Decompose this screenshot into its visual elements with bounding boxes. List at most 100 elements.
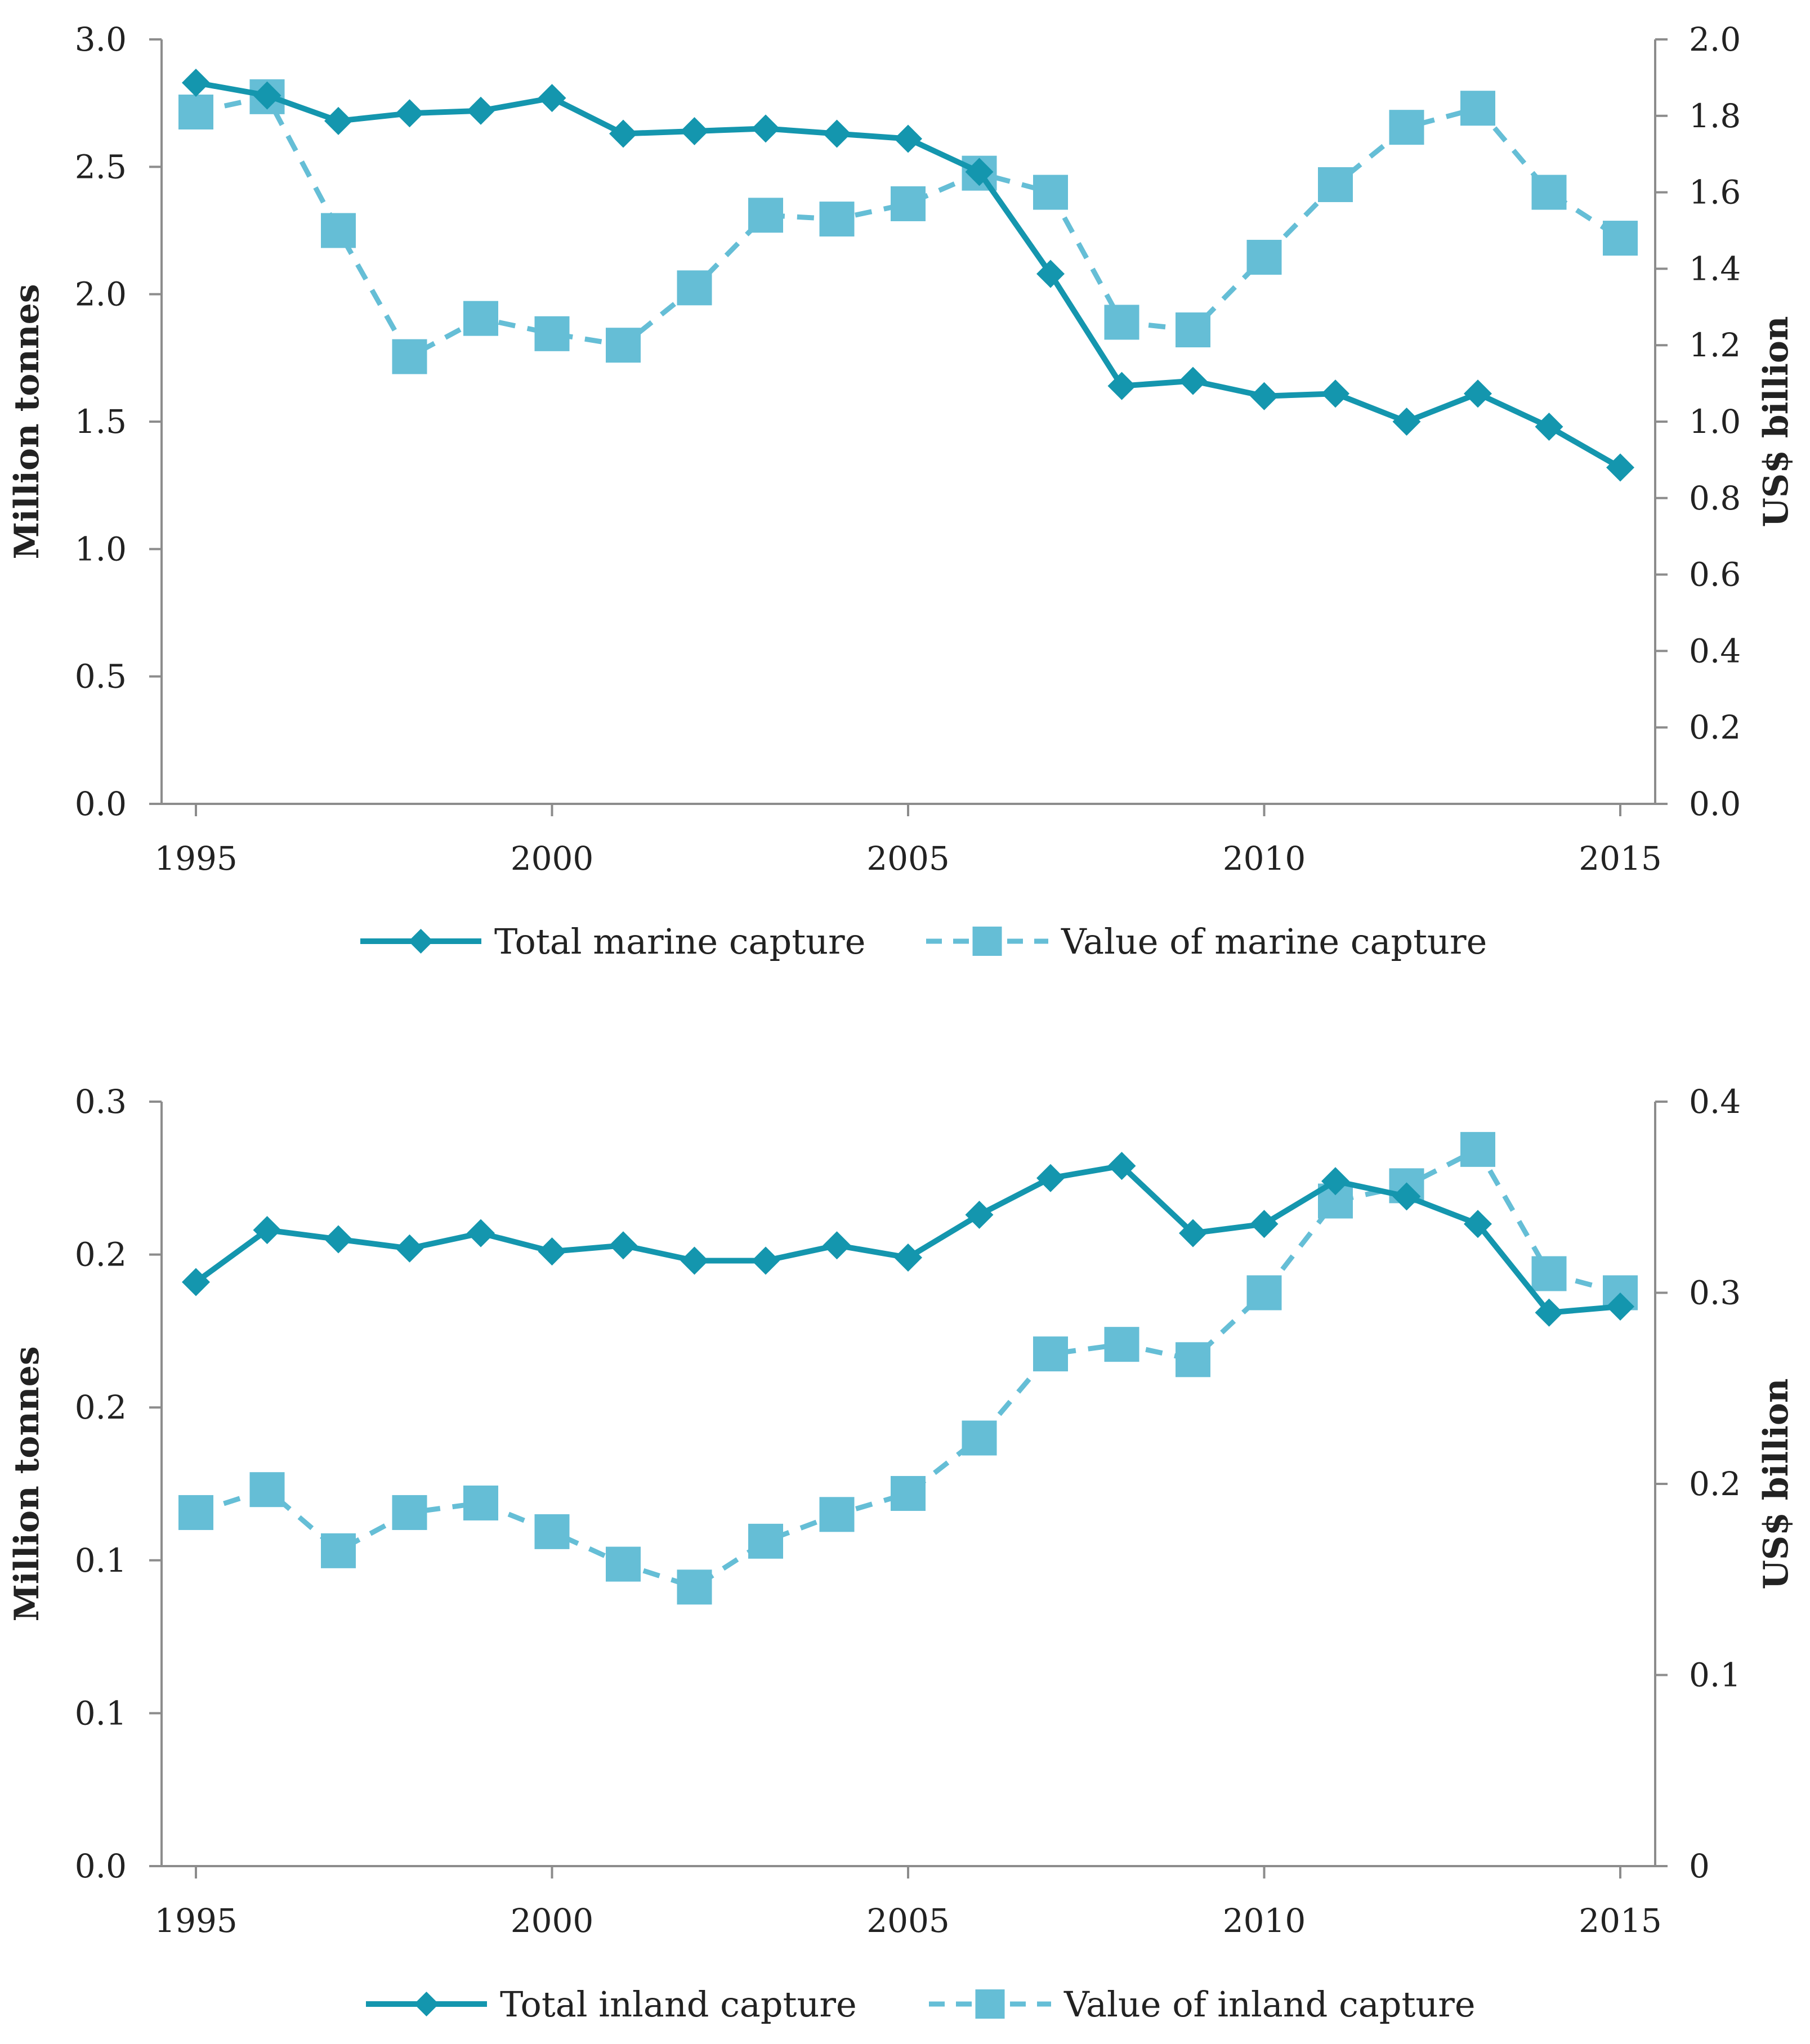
left-tick-label: 0.1	[75, 1541, 127, 1580]
tonnes-marker	[1535, 1298, 1563, 1327]
tonnes-marker	[1107, 1152, 1136, 1180]
value-marker	[392, 339, 427, 374]
tonnes-marker	[1321, 379, 1349, 408]
value-marker	[534, 1514, 570, 1549]
right-tick-label: 0.2	[1689, 708, 1741, 746]
value-marker	[677, 1569, 712, 1605]
tonnes-marker	[609, 119, 637, 148]
right-tick-label: 0	[1689, 1847, 1710, 1885]
left-tick-label: 0.2	[75, 1236, 127, 1274]
tonnes-marker	[894, 1244, 922, 1272]
value-marker	[1033, 1336, 1068, 1372]
value-marker	[1389, 110, 1424, 145]
legend-swatch-marker	[408, 929, 433, 954]
tonnes-marker	[1535, 413, 1563, 441]
y-axis-title-right: US$ billion	[1757, 316, 1796, 527]
left-tick-label: 0.5	[75, 658, 127, 696]
tonnes-marker	[823, 119, 851, 148]
value-marker	[1603, 221, 1638, 256]
left-tick-label: 0.3	[75, 1083, 127, 1121]
value-marker	[1246, 1275, 1282, 1311]
legend-swatch-marker	[414, 1992, 439, 2016]
x-tick-label: 2005	[866, 839, 950, 878]
tonnes-marker	[1036, 260, 1065, 288]
tonnes-marker	[1464, 379, 1492, 408]
tonnes-marker	[1464, 1210, 1492, 1238]
right-tick-label: 1.6	[1689, 173, 1741, 212]
left-tick-label: 0.1	[75, 1694, 127, 1732]
tonnes-marker	[680, 117, 709, 145]
value-marker	[1460, 91, 1495, 126]
right-tick-label: 0.3	[1689, 1274, 1741, 1312]
legend-item: Total inland capture	[366, 1984, 857, 2025]
series-tonnes	[182, 68, 1634, 482]
y-axis-title-right: US$ billion	[1757, 1378, 1796, 1589]
value-marker	[1104, 305, 1139, 340]
left-tick-label: 0.0	[75, 1847, 127, 1885]
value-marker	[1104, 1327, 1139, 1362]
value-marker	[1460, 1131, 1495, 1167]
legend-swatch-marker	[972, 927, 1002, 956]
right-tick-label: 0.4	[1689, 1083, 1741, 1121]
value-marker	[606, 328, 641, 363]
tonnes-marker	[182, 1268, 210, 1296]
series-tonnes	[182, 1152, 1634, 1327]
legend-item: Total marine capture	[360, 921, 865, 962]
value-marker	[1318, 167, 1353, 203]
value-marker	[677, 270, 712, 306]
value-marker	[463, 1485, 498, 1520]
y-axis-title-left: Million tonnes	[7, 284, 47, 559]
x-tick-label: 2010	[1223, 839, 1306, 878]
right-tick-label: 0.6	[1689, 556, 1741, 594]
legend-label: Value of marine capture	[1061, 921, 1487, 962]
left-tick-label: 2.5	[75, 147, 127, 186]
value-marker	[321, 213, 356, 248]
tonnes-marker	[752, 114, 780, 143]
tonnes-marker	[1179, 1219, 1207, 1247]
value-line	[195, 94, 1622, 360]
value-marker	[534, 316, 570, 351]
left-tick-label: 0.0	[75, 785, 127, 823]
y-axis-title-left: Million tonnes	[7, 1346, 47, 1621]
tonnes-marker	[965, 158, 994, 186]
chart-panel-2: 0.0 0.1 0.1 0.2 0.2 0.3 0 0.1 0.2 0.3 0.4 1995 2000 2…	[7, 1083, 1796, 2025]
x-tick-label: 2015	[1579, 839, 1662, 878]
legend: Total marine capture Value of marine capt…	[360, 921, 1487, 962]
legend-swatch-marker	[975, 1989, 1005, 2019]
tonnes-marker	[253, 1216, 281, 1245]
tonnes-marker	[1036, 1164, 1065, 1192]
value-marker	[748, 1523, 783, 1559]
series-value	[178, 79, 1638, 374]
value-marker	[819, 202, 855, 237]
legend-label: Value of inland capture	[1063, 1984, 1476, 2025]
legend-item: Value of inland capture	[929, 1984, 1476, 2025]
tonnes-marker	[752, 1246, 780, 1275]
tonnes-marker	[1250, 1210, 1279, 1238]
tonnes-marker	[253, 81, 281, 110]
value-marker	[1246, 240, 1282, 275]
x-tick-label: 2000	[511, 839, 594, 878]
x-tick-label: 2000	[511, 1902, 594, 1940]
tonnes-marker	[1107, 372, 1136, 400]
left-tick-label: 1.0	[75, 530, 127, 568]
left-tick-label: 2.0	[75, 275, 127, 314]
right-tick-label: 2.0	[1689, 20, 1741, 59]
legend-label: Total inland capture	[500, 1984, 857, 2025]
x-tick-label: 2010	[1223, 1902, 1306, 1940]
x-tick-label: 2015	[1579, 1902, 1662, 1940]
value-marker	[891, 1475, 926, 1511]
chart-panel-1: 0.0 0.5 1.0 1.5 2.0 2.5 3.0 0.0 0.2 0.4 0.6 0.8 1.0 1…	[7, 20, 1796, 962]
tonnes-marker	[324, 1225, 352, 1254]
right-tick-label: 0.2	[1689, 1465, 1741, 1503]
tonnes-marker	[395, 1234, 424, 1263]
value-marker	[1033, 175, 1068, 210]
legend-label: Total marine capture	[494, 921, 865, 962]
tonnes-marker	[609, 1231, 637, 1260]
tonnes-marker	[965, 1200, 994, 1229]
tonnes-marker	[1250, 382, 1279, 410]
tonnes-marker	[1392, 408, 1421, 436]
legend: Total inland capture Value of inland capt…	[366, 1984, 1476, 2025]
right-tick-label: 0.8	[1689, 479, 1741, 517]
value-marker	[392, 1495, 427, 1530]
